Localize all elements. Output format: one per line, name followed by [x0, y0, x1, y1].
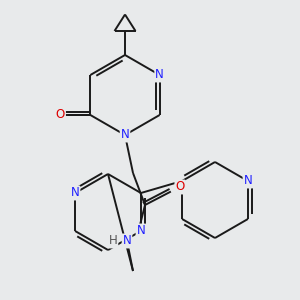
Text: N: N — [136, 224, 145, 238]
Text: O: O — [176, 181, 184, 194]
Text: N: N — [121, 128, 129, 142]
Text: N: N — [123, 235, 131, 248]
Text: N: N — [244, 175, 252, 188]
Text: N: N — [71, 187, 80, 200]
Text: H: H — [109, 235, 117, 248]
Text: O: O — [56, 109, 65, 122]
Text: N: N — [155, 68, 164, 82]
